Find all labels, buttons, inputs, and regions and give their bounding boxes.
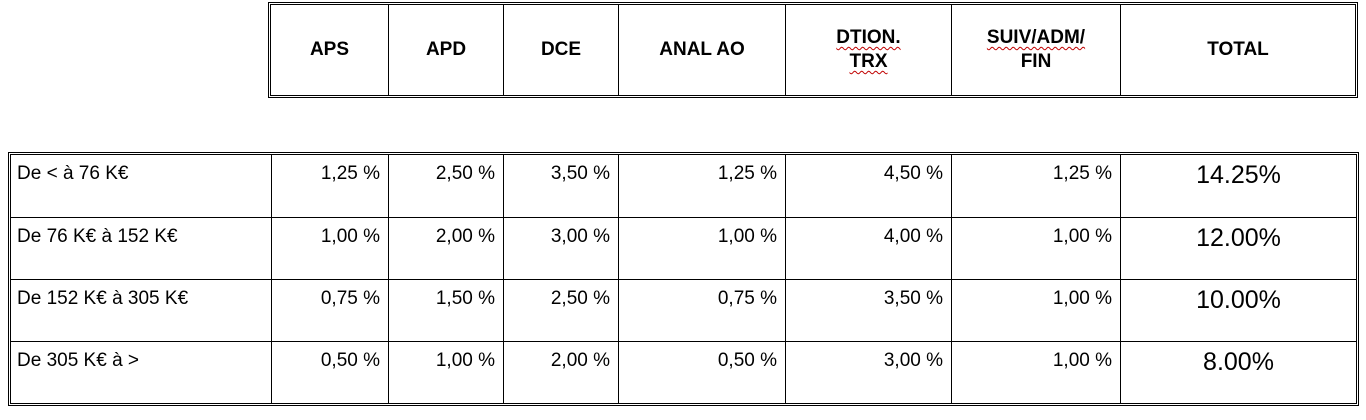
header-suiv-adm-fin: SUIV/ADM/ FIN [951,5,1120,95]
cell-dce: 3,00 % [503,217,618,279]
header-total: TOTAL [1120,5,1355,95]
header-apd: APD [388,5,503,95]
cell-suiv-adm-fin: 1,00 % [951,217,1120,279]
cell-aps: 0,75 % [271,279,388,341]
cell-suiv-adm-fin: 1,00 % [951,279,1120,341]
cell-suiv-adm-fin: 1,25 % [951,155,1120,217]
cell-aps: 1,25 % [271,155,388,217]
cell-apd: 1,00 % [388,341,503,403]
cell-aps: 0,50 % [271,341,388,403]
table-row: De 305 K€ à >0,50 % 1,00 % 2,00 % 0,50 % 3,0… [11,341,1356,403]
cell-range: De 76 K€ à 152 K€ [11,217,271,279]
cell-dce: 3,50 % [503,155,618,217]
header-dtion-line2: TRX [849,51,888,72]
fee-rates-table: De < à 76 K€ 1,25 % 2,50 % 3,50 % 1,25 % 4,50… [8,152,1359,406]
cell-dce: 2,50 % [503,279,618,341]
cell-dtion-trx: 3,50 % [785,279,951,341]
cell-total: 8.00% [1120,341,1356,403]
cell-range: De < à 76 K€ [17,163,129,184]
cell-dtion-trx: 4,50 % [785,155,951,217]
cell-dtion-trx: 3,00 % [785,341,951,403]
header-row: APS APD DCE ANAL AO DTION. TRX SUIV/ADM/… [271,5,1355,95]
cell-apd: 1,50 % [388,279,503,341]
cell-suiv-adm-fin: 1,00 % [951,341,1120,403]
cell-apd: 2,00 % [388,217,503,279]
cell-total: 12.00% [1120,217,1356,279]
table-row: De 76 K€ à 152 K€ 1,00 % 2,00 % 3,00 % 1,00 … [11,217,1356,279]
cell-dce: 2,00 % [503,341,618,403]
cell-anal-ao: 0,75 % [618,279,785,341]
header-dce: DCE [503,5,618,95]
cell-dtion-trx: 4,00 % [785,217,951,279]
cell-anal-ao: 1,00 % [618,217,785,279]
cell-aps: 1,00 % [271,217,388,279]
cell-total: 14.25% [1120,155,1356,217]
table-row: De < à 76 K€ 1,25 % 2,50 % 3,50 % 1,25 % 4,50… [11,155,1356,217]
header-suiv-line1: SUIV/ADM/ [986,27,1086,48]
header-anal-ao: ANAL AO [618,5,785,95]
cell-anal-ao: 1,25 % [618,155,785,217]
header-aps: APS [309,39,350,60]
table-row: De 152 K€ à 305 K€ 0,75 % 1,50 % 2,50 % 0,75… [11,279,1356,341]
header-suiv-line2: FIN [1020,51,1052,72]
header-dtion-line1: DTION. [836,27,901,48]
cell-range: De 305 K€ à > [11,341,271,403]
cell-total: 10.00% [1120,279,1356,341]
header-dtion-trx: DTION. TRX [785,5,951,95]
cell-range: De 152 K€ à 305 K€ [11,279,271,341]
cell-apd: 2,50 % [388,155,503,217]
fee-phase-header-table: APS APD DCE ANAL AO DTION. TRX SUIV/ADM/… [268,2,1358,98]
cell-anal-ao: 0,50 % [618,341,785,403]
